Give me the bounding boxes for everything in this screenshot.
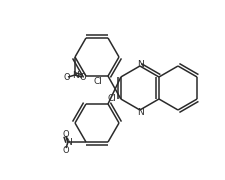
Text: N: N <box>72 71 78 80</box>
Text: O: O <box>63 146 69 155</box>
Text: Cl: Cl <box>108 94 117 103</box>
Text: N: N <box>137 60 144 69</box>
Text: O: O <box>63 130 69 139</box>
Text: Cl: Cl <box>94 76 102 86</box>
Text: N: N <box>65 138 71 147</box>
Text: N: N <box>137 107 144 116</box>
Text: O: O <box>80 73 86 82</box>
Text: O: O <box>64 73 70 82</box>
